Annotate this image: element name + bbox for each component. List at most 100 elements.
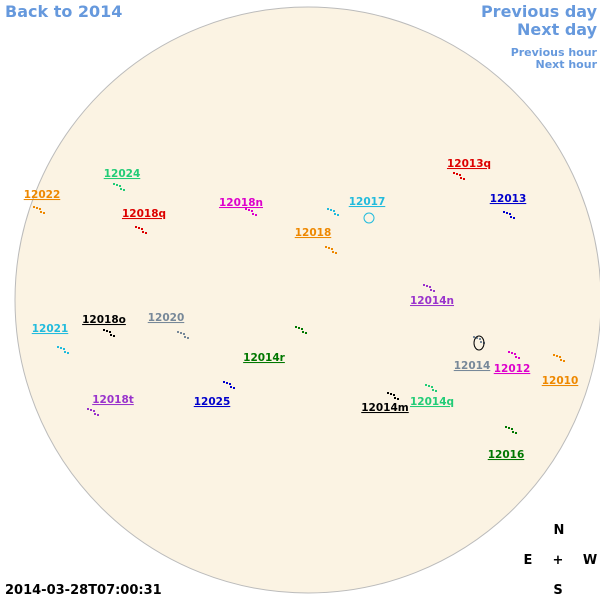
sunspot: [184, 336, 186, 338]
next-day-link[interactable]: Next day: [517, 20, 598, 39]
sunspot: [508, 351, 510, 353]
compass-west: W: [583, 553, 597, 568]
sunspot: [119, 185, 121, 187]
sunspot: [90, 409, 92, 411]
sunspot: [518, 357, 520, 359]
sunspot: [142, 231, 144, 233]
sunspot: [428, 385, 430, 387]
region-label: 12014q: [410, 396, 454, 408]
sunspot: [515, 432, 517, 434]
region-label: 12014r: [243, 352, 286, 364]
region-label: 12014n: [410, 295, 454, 307]
region-label: 12018o: [82, 314, 126, 326]
sunspot: [110, 334, 112, 336]
sunspot: [431, 386, 433, 388]
sunspot: [141, 228, 143, 230]
sunspot: [397, 398, 399, 400]
sunspot: [509, 213, 511, 215]
sunspot-outline: [473, 335, 485, 351]
sunspot: [513, 217, 515, 219]
sunspot: [109, 331, 111, 333]
sunspot: [113, 335, 115, 337]
previous-hour-link[interactable]: Previous hour: [511, 46, 598, 59]
sunspot: [325, 246, 327, 248]
sunspot: [514, 353, 516, 355]
sunspot: [106, 330, 108, 332]
sunspot: [512, 431, 514, 433]
sunspot: [333, 210, 335, 212]
region-label: 12013q: [447, 158, 491, 170]
previous-day-link[interactable]: Previous day: [481, 2, 598, 21]
compass-center: +: [553, 553, 564, 568]
sunspot: [337, 214, 339, 216]
region-label: 12022: [24, 189, 61, 201]
sunspot: [505, 426, 507, 428]
region-layer: 12024 12022 12018q 12018n 12017 12018 12013q 12…: [24, 158, 579, 461]
region-label: 12016: [488, 449, 525, 461]
sunspot: [563, 360, 565, 362]
sunspot: [252, 213, 254, 215]
sunspot: [94, 413, 96, 415]
sunspot: [248, 209, 250, 211]
sunspot: [301, 328, 303, 330]
region-label: 12020: [148, 312, 185, 324]
sunspot: [506, 212, 508, 214]
sunspot: [515, 356, 517, 358]
sunspot: [432, 389, 434, 391]
sunspot: [245, 208, 247, 210]
sunspot: [330, 209, 332, 211]
sunspot: [180, 332, 182, 334]
sunspot: [138, 227, 140, 229]
sunspot: [327, 208, 329, 210]
region-label: 12025: [194, 396, 231, 408]
sunspot: [430, 289, 432, 291]
sunspot: [331, 248, 333, 250]
compass-north: N: [554, 523, 565, 538]
sunspot: [177, 331, 179, 333]
sunspot: [226, 382, 228, 384]
sunspot: [40, 211, 42, 213]
sunspot: [433, 290, 435, 292]
sunspot: [33, 206, 35, 208]
sunspot: [67, 352, 69, 354]
sunspot: [480, 341, 482, 343]
sunspot: [36, 207, 38, 209]
sunspot: [183, 333, 185, 335]
sunspot: [233, 387, 235, 389]
sunspot: [57, 346, 59, 348]
region-label: 12018: [295, 227, 332, 239]
sunspot: [302, 331, 304, 333]
sunspot: [120, 188, 122, 190]
sunspot: [255, 214, 257, 216]
sunspot: [460, 177, 462, 179]
sunspot: [456, 173, 458, 175]
sunspot: [394, 397, 396, 399]
sunspot: [334, 213, 336, 215]
region-label: 12014m: [361, 402, 409, 414]
region-label: 12021: [32, 323, 69, 335]
sunspot: [511, 428, 513, 430]
sunspot: [229, 383, 231, 385]
sunspot: [473, 336, 475, 338]
back-link[interactable]: Back to 2014: [5, 2, 122, 21]
sunspot: [63, 348, 65, 350]
sunspot: [145, 232, 147, 234]
region-label: 12010: [542, 375, 579, 387]
region-label: 12013: [490, 193, 527, 205]
region-label: 12018n: [219, 197, 263, 209]
compass-south: S: [553, 583, 562, 598]
next-hour-link[interactable]: Next hour: [536, 58, 598, 71]
sunspot: [508, 427, 510, 429]
sunspot: [116, 184, 118, 186]
sunspot: [335, 252, 337, 254]
compass-east: E: [524, 553, 533, 568]
sunspot: [230, 386, 232, 388]
sunspot: [426, 285, 428, 287]
sunspot: [459, 174, 461, 176]
region-label: 12018t: [92, 394, 134, 406]
sunspot: [298, 327, 300, 329]
sunspot: [332, 251, 334, 253]
sunspot: [87, 408, 89, 410]
sunspot: [223, 381, 225, 383]
